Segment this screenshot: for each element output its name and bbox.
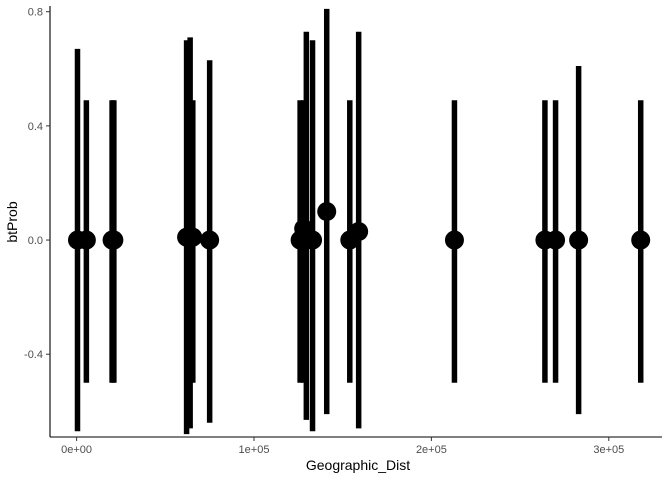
- data-point: [444, 230, 464, 250]
- data-point: [76, 230, 96, 250]
- x-tick-label: 1e+05: [239, 444, 270, 456]
- x-axis-ticks: 0e+00 1e+05 2e+05 3e+05: [61, 437, 624, 456]
- y-tick-label: 0.0: [28, 235, 43, 247]
- error-bars: [74, 8, 644, 435]
- x-tick-label: 2e+05: [416, 444, 447, 456]
- y-tick-label: 0.8: [28, 7, 43, 19]
- x-axis-title: Geographic_Dist: [306, 457, 410, 473]
- x-tick-label: 3e+05: [593, 444, 624, 456]
- data-point: [546, 230, 566, 250]
- y-axis-ticks: -0.4 0.0 0.4 0.8: [24, 7, 50, 361]
- data-point: [303, 230, 323, 250]
- x-tick-label: 0e+00: [61, 444, 92, 456]
- data-point: [183, 227, 203, 247]
- y-axis-title: btProb: [4, 201, 20, 242]
- data-points: [67, 202, 651, 250]
- data-point: [200, 230, 220, 250]
- y-tick-label: 0.4: [28, 121, 43, 133]
- data-point: [569, 230, 589, 250]
- data-point: [631, 230, 651, 250]
- data-point: [349, 221, 369, 241]
- data-point: [104, 230, 124, 250]
- y-tick-label: -0.4: [24, 349, 43, 361]
- data-point: [317, 202, 337, 222]
